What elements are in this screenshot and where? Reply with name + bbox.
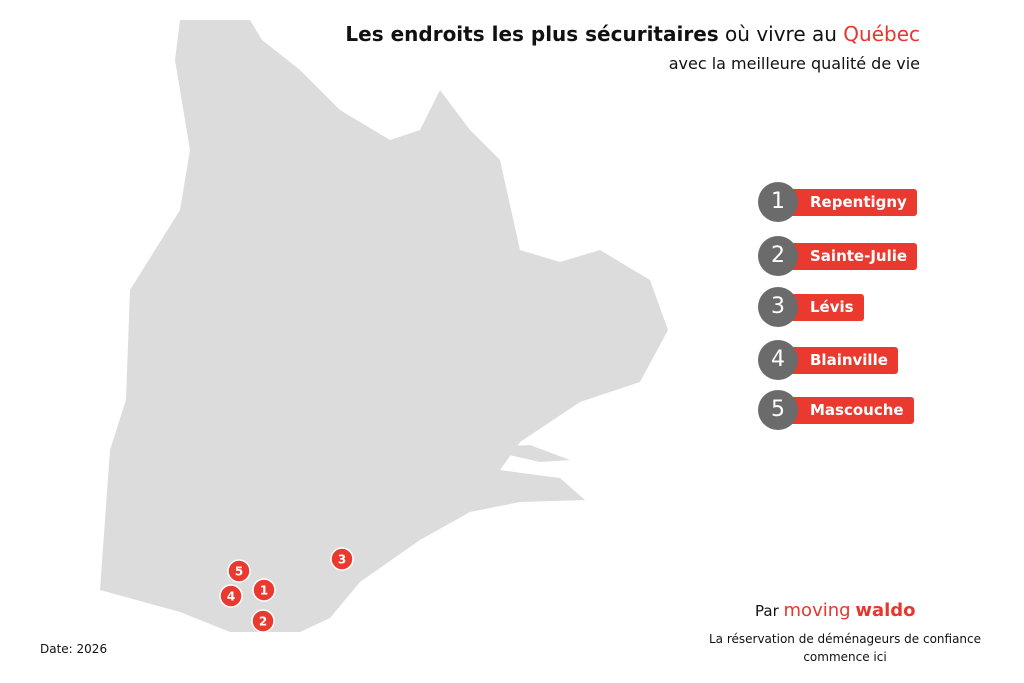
rank-name: Repentigny xyxy=(786,189,917,216)
rank-number: 4 xyxy=(758,340,798,380)
rank-name: Sainte-Julie xyxy=(786,243,918,270)
map-marker xyxy=(251,609,275,633)
title: Les endroits les plus sécuritaires où vi… xyxy=(345,22,920,46)
rank-number: 3 xyxy=(758,287,798,327)
map-marker-label: 5 xyxy=(235,565,243,579)
map-marker xyxy=(252,578,276,602)
title-regular: où vivre au xyxy=(725,22,837,46)
map-marker-label: 1 xyxy=(260,584,268,598)
quebec-map xyxy=(100,20,668,632)
rank-number: 5 xyxy=(758,390,798,430)
title-highlight: Québec xyxy=(843,22,920,46)
rank-name: Blainville xyxy=(786,347,898,374)
map-marker-label: 4 xyxy=(227,590,235,604)
brand-light: moving xyxy=(783,600,851,621)
date: Date: 2026 xyxy=(40,642,108,656)
brand-bold: waldo xyxy=(855,600,916,621)
subtitle: avec la meilleure qualité de vie xyxy=(668,54,920,73)
rank-name: Mascouche xyxy=(786,397,914,424)
gaspe-island xyxy=(478,445,570,462)
tagline: La réservation de déménageurs de confian… xyxy=(708,632,982,664)
brand-line: Par moving waldo xyxy=(755,600,916,621)
rank-number: 1 xyxy=(758,182,798,222)
map-marker xyxy=(219,584,243,608)
map-marker-label: 2 xyxy=(259,615,267,629)
by-label: Par xyxy=(755,602,779,620)
title-bold: Les endroits les plus sécuritaires xyxy=(345,22,719,46)
rank-number: 2 xyxy=(758,236,798,276)
map-marker xyxy=(227,559,251,583)
rank-name: Lévis xyxy=(786,294,864,321)
map-marker-label: 3 xyxy=(338,553,346,567)
map-marker xyxy=(330,547,354,571)
